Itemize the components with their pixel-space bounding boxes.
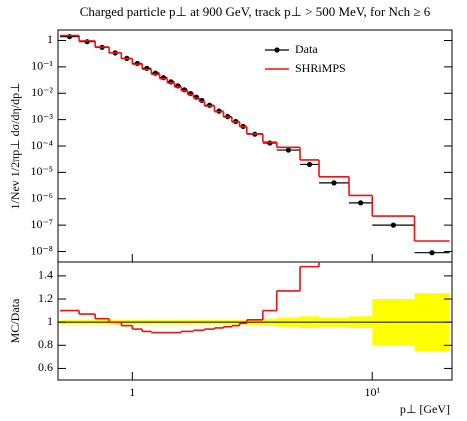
chart-title: Charged particle p⊥ at 900 GeV, track p⊥… bbox=[80, 4, 431, 19]
data-point bbox=[285, 147, 291, 153]
ratio-frame bbox=[57, 261, 453, 381]
y-tick-label: 10⁻⁴ bbox=[30, 138, 53, 152]
data-point bbox=[390, 222, 396, 228]
ratio-plot bbox=[58, 262, 452, 352]
y-tick-label: 10⁻⁸ bbox=[30, 243, 53, 257]
y-tick-label: 0.8 bbox=[38, 337, 53, 351]
y-tick-label: 10⁻³ bbox=[31, 111, 53, 125]
axes: 1 10⁻¹ 10⁻² 10⁻³ 10⁻⁴ 10⁻⁵ 10⁻⁶ 10⁻⁷ 10⁻⁸ Data SHR… bbox=[30, 32, 452, 399]
y-tick-label: 10⁻² bbox=[31, 85, 53, 99]
legend-label: SHRiMPS bbox=[295, 61, 346, 75]
x-tick-label: 10¹ bbox=[364, 385, 380, 399]
main-plot bbox=[60, 34, 450, 256]
data-point bbox=[331, 180, 337, 186]
x-axis-label: p⊥ [GeV] bbox=[400, 402, 450, 416]
x-tick-label: 1 bbox=[129, 385, 135, 399]
y-tick-label: 10⁻⁶ bbox=[30, 191, 53, 205]
data-point bbox=[306, 161, 313, 168]
y-axis-label: 1/Nev 1/2πp⊥ dσ/dη/dp⊥ bbox=[8, 82, 22, 209]
y-tick-label: 0.6 bbox=[38, 360, 53, 374]
data-point bbox=[358, 200, 364, 206]
y-tick-label: 10⁻¹ bbox=[31, 59, 53, 73]
ratio-y-axis-label: MC/Data bbox=[8, 298, 22, 343]
y-tick-label: 1 bbox=[47, 32, 53, 46]
y-tick-label: 1.4 bbox=[38, 268, 53, 282]
data-point bbox=[181, 87, 188, 93]
legend-label: Data bbox=[295, 42, 318, 56]
data-point bbox=[429, 250, 435, 256]
data-point bbox=[199, 97, 205, 104]
y-tick-label: 10⁻⁷ bbox=[30, 217, 53, 231]
data-point bbox=[267, 140, 273, 146]
legend-marker bbox=[274, 47, 280, 53]
data-point bbox=[144, 65, 150, 71]
y-tick-label: 1 bbox=[47, 314, 53, 328]
data-point bbox=[193, 94, 199, 100]
data-point bbox=[187, 90, 194, 97]
y-tick-label: 10⁻⁵ bbox=[30, 164, 53, 178]
y-tick-label: 1.2 bbox=[38, 291, 53, 305]
